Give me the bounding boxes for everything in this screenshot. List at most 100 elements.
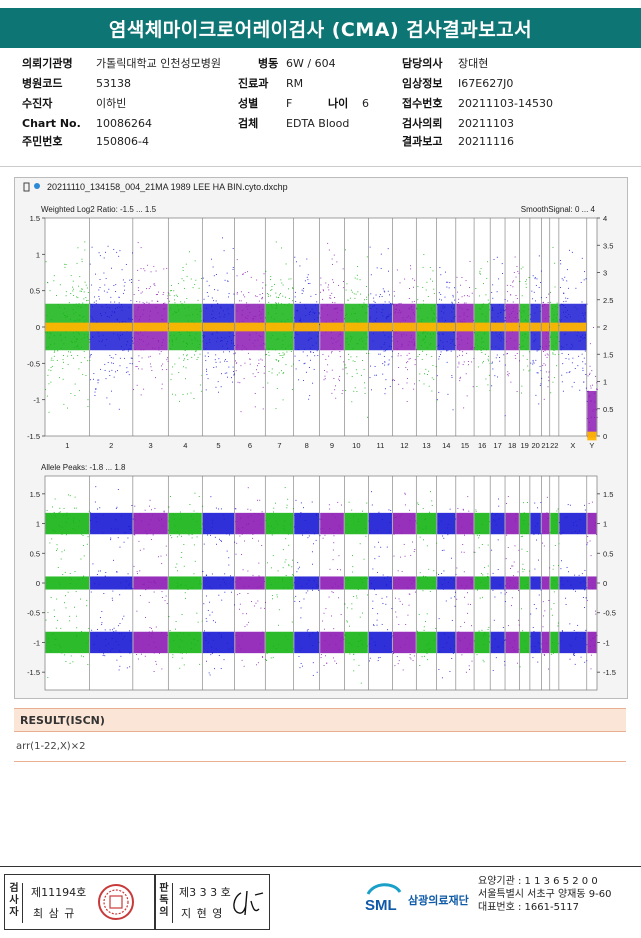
allele-point <box>165 579 167 581</box>
signal-point <box>422 350 424 352</box>
allele-point <box>223 659 225 661</box>
signal-point <box>326 304 328 306</box>
allele-point <box>194 639 196 640</box>
signal-point <box>339 380 340 382</box>
signal-point <box>388 345 390 347</box>
signal-point <box>484 332 486 334</box>
allele-point <box>247 508 249 510</box>
chromosome-series-4 <box>168 251 203 402</box>
allele-point <box>130 577 132 579</box>
signal-point <box>278 360 280 362</box>
allele-point <box>522 571 524 573</box>
signal-point <box>83 321 85 323</box>
signal-point <box>394 379 395 381</box>
allele-point <box>282 549 284 551</box>
signal-point <box>239 321 240 323</box>
signal-point <box>483 348 485 350</box>
signal-point <box>344 364 346 366</box>
signal-point <box>421 358 423 360</box>
report-label: 결과보고 <box>402 135 443 148</box>
allele-point <box>184 592 186 594</box>
allele-point <box>50 650 52 652</box>
signal-point <box>305 307 307 309</box>
signal-point <box>461 354 463 356</box>
report-value: 20211116 <box>458 135 514 148</box>
signal-point <box>546 331 547 333</box>
signal-point <box>366 352 368 354</box>
signal-point <box>93 301 95 303</box>
signal-point <box>69 351 71 353</box>
signal-point <box>109 307 110 309</box>
signal-point <box>155 307 157 308</box>
allele-point <box>157 518 159 520</box>
allele-point <box>172 654 174 656</box>
signal-point <box>215 354 217 356</box>
allele-point <box>59 584 61 586</box>
signal-point <box>98 298 100 300</box>
allele-point <box>540 589 542 591</box>
signal-point <box>505 306 507 308</box>
signal-point <box>73 288 75 290</box>
signal-point <box>73 357 74 359</box>
signal-point <box>331 258 333 260</box>
signal-point <box>167 295 169 297</box>
signal-point <box>133 389 134 390</box>
chart-no-label: Chart No. <box>22 117 81 130</box>
signal-point <box>443 333 444 335</box>
allele-point <box>304 520 306 521</box>
signal-point <box>187 320 189 322</box>
allele-point <box>148 601 150 603</box>
signal-point <box>45 389 46 390</box>
signal-point <box>501 337 503 339</box>
allele-point <box>263 581 265 582</box>
allele-point <box>134 505 136 507</box>
allele-point <box>132 518 134 520</box>
allele-point <box>333 542 335 544</box>
allele-point <box>99 617 101 619</box>
signal-point <box>93 378 94 380</box>
allele-point <box>487 544 489 546</box>
allele-point <box>149 529 151 531</box>
y2-tick-label: 2 <box>603 323 607 332</box>
allele-point <box>511 597 513 599</box>
signal-point <box>196 309 198 310</box>
allele-point <box>165 554 167 556</box>
allele-point <box>55 638 57 640</box>
signal-point <box>445 319 446 321</box>
allele-point <box>193 544 195 546</box>
allele-point <box>65 595 66 597</box>
signal-point <box>278 338 279 340</box>
signal-point <box>557 307 559 308</box>
allele-point <box>328 596 330 598</box>
allele-point <box>489 641 490 643</box>
signal-point <box>70 293 72 294</box>
signal-point <box>343 325 345 327</box>
signal-point <box>525 319 526 320</box>
signal-point <box>72 309 74 311</box>
allele-point <box>252 537 254 539</box>
allele-point <box>172 656 174 658</box>
signal-point <box>277 297 279 299</box>
pin-icon[interactable] <box>23 182 30 192</box>
marker-icon[interactable] <box>34 183 40 189</box>
allele-point <box>161 563 163 565</box>
signal-point <box>351 291 353 293</box>
signal-point <box>503 354 505 356</box>
patient-info: 의뢰기관명 가톨릭대학교 인천성모병원 병동 6W / 604 담당의사 장대현… <box>0 54 641 164</box>
allele-point <box>56 598 58 600</box>
allele-point <box>228 534 230 536</box>
signal-point <box>300 319 302 321</box>
signal-point <box>589 365 591 367</box>
signal-point <box>231 339 232 341</box>
allele-point <box>179 646 181 648</box>
signal-point <box>507 374 509 375</box>
signal-point <box>193 397 195 399</box>
allele-point <box>438 669 440 670</box>
signal-point <box>438 344 440 346</box>
signal-point <box>534 334 536 336</box>
signal-point <box>115 308 117 310</box>
signal-point <box>388 363 390 365</box>
allele-point <box>462 509 464 511</box>
signal-point <box>233 371 235 372</box>
allele-point <box>532 627 534 628</box>
